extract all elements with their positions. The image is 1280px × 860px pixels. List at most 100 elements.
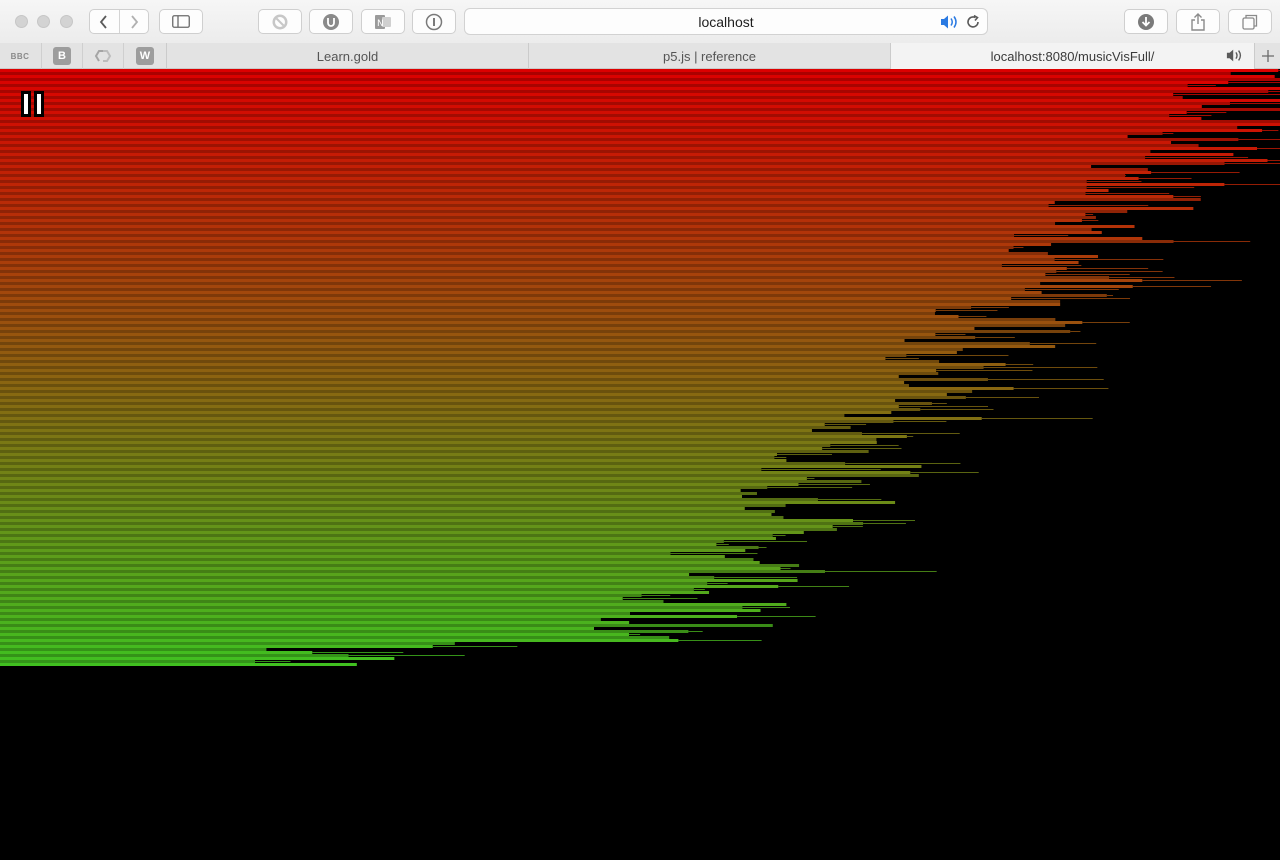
spectrum-bar <box>0 114 1170 117</box>
spectrum-bar <box>0 561 760 564</box>
sidebar-icon <box>172 15 190 28</box>
spectrum-bar <box>0 330 1071 333</box>
address-bar[interactable]: localhost <box>464 8 988 35</box>
back-button[interactable] <box>90 10 120 33</box>
visualizer-canvas[interactable] <box>0 69 1280 860</box>
spectrum-bar <box>0 96 1183 99</box>
spectrum-bar <box>0 102 1230 105</box>
sidebar-button[interactable] <box>159 9 203 34</box>
bookmark-divider <box>82 43 83 69</box>
spectrum-bar <box>0 486 768 489</box>
spectrum-spike <box>1173 241 1251 242</box>
spectrum-spike <box>824 424 867 425</box>
spectrum-bar <box>0 492 757 495</box>
spectrum-bar <box>0 567 781 570</box>
spectrum-bar <box>0 105 1202 108</box>
spectrum-spike <box>931 403 947 404</box>
tab-bar: BBC B W Learn.gold p5.js | reference loc… <box>0 43 1280 69</box>
spectrum-bar <box>0 129 1263 132</box>
spectrum-bar <box>0 591 710 594</box>
bookmark-b[interactable]: B <box>53 47 71 65</box>
spectrum-bar <box>0 162 1225 165</box>
spectrum-spike <box>1001 265 1082 266</box>
spectrum-bar <box>0 642 455 645</box>
spectrum-spike <box>432 646 518 647</box>
spectrum-bar <box>0 618 601 621</box>
new-tab-button[interactable] <box>1254 43 1280 69</box>
spectrum-spike <box>824 571 937 572</box>
tab-p5js-reference[interactable]: p5.js | reference <box>528 43 890 69</box>
spectrum-bar <box>0 450 869 453</box>
pause-button[interactable] <box>21 91 49 117</box>
spectrum-bar <box>0 339 905 342</box>
tab-overview-button[interactable] <box>1228 9 1272 34</box>
spectrum-spike <box>971 307 1009 308</box>
spectrum-bar <box>0 429 812 432</box>
spectrum-spike <box>716 544 729 545</box>
spectrum-spike <box>906 355 1009 356</box>
spectrum-bar <box>0 348 963 351</box>
onenote-icon: N <box>375 14 391 29</box>
spectrum-bar <box>0 621 630 624</box>
spectrum-bar <box>0 75 1275 78</box>
spectrum-bar <box>0 600 664 603</box>
forward-button[interactable] <box>120 10 149 33</box>
tab-musicvis-active[interactable]: localhost:8080/musicVisFull/ <box>890 43 1254 69</box>
spectrum-bar <box>0 501 896 504</box>
spectrum-bar <box>0 363 1006 366</box>
bookmark-recycle[interactable] <box>93 47 113 65</box>
reload-button[interactable] <box>965 14 981 35</box>
spectrum-bar <box>0 495 743 498</box>
spectrum-bar <box>0 318 1056 321</box>
spectrum-spike <box>1013 247 1024 248</box>
spectrum-bar <box>0 297 1012 300</box>
spectrum-spike <box>1029 343 1097 344</box>
spectrum-spike <box>641 595 671 596</box>
spectrum-spike <box>707 583 728 584</box>
spectrum-bar <box>0 309 936 312</box>
bookmark-w[interactable]: W <box>136 47 154 65</box>
spectrum-spike <box>1142 280 1242 281</box>
spectrum-bar <box>0 471 911 474</box>
spectrum-bar <box>0 411 892 414</box>
audio-playing-button[interactable] <box>940 14 960 35</box>
spectrum-spike <box>987 379 1104 380</box>
password-manager-button[interactable] <box>412 9 456 34</box>
spectrum-bar <box>0 594 642 597</box>
spectrum-bar <box>0 480 862 483</box>
spectrum-bar <box>0 171 1152 174</box>
spectrum-bar <box>0 399 896 402</box>
pause-bar-right <box>34 91 44 117</box>
close-window-button[interactable] <box>15 15 28 28</box>
tab-learn-gold[interactable]: Learn.gold <box>166 43 528 69</box>
zoom-window-button[interactable] <box>60 15 73 28</box>
ublock-extension-button[interactable] <box>309 9 353 34</box>
downloads-button[interactable] <box>1124 9 1168 34</box>
minimize-window-button[interactable] <box>37 15 50 28</box>
spectrum-bar <box>0 522 864 525</box>
content-blocker-button[interactable] <box>258 9 302 34</box>
tab-audio-button[interactable] <box>1226 48 1244 66</box>
spectrum-bar <box>0 279 1143 282</box>
recycle-icon <box>94 50 112 62</box>
spectrum-bar <box>0 387 1014 390</box>
spectrum-spike <box>1045 274 1130 275</box>
spectrum-bar <box>0 468 762 471</box>
spectrum-bar <box>0 372 939 375</box>
spectrum-spike <box>1268 91 1280 92</box>
spectrum-spike <box>737 616 816 617</box>
spectrum-spike <box>1162 133 1174 134</box>
share-button[interactable] <box>1176 9 1220 34</box>
spectrum-spike <box>898 406 989 407</box>
spectrum-spike <box>830 445 899 446</box>
spectrum-bar <box>0 540 724 543</box>
spectrum-bar <box>0 288 1025 291</box>
onenote-clipper-button[interactable]: N <box>361 9 405 34</box>
bookmark-bbc[interactable]: BBC <box>8 47 32 65</box>
spectrum-bar <box>0 660 256 663</box>
spectrum-bar <box>0 552 671 555</box>
tab-label: p5.js | reference <box>663 48 756 64</box>
spectrum-bar <box>0 213 1086 216</box>
spectrum-spike <box>920 409 994 410</box>
spectrum-bar <box>0 327 975 330</box>
